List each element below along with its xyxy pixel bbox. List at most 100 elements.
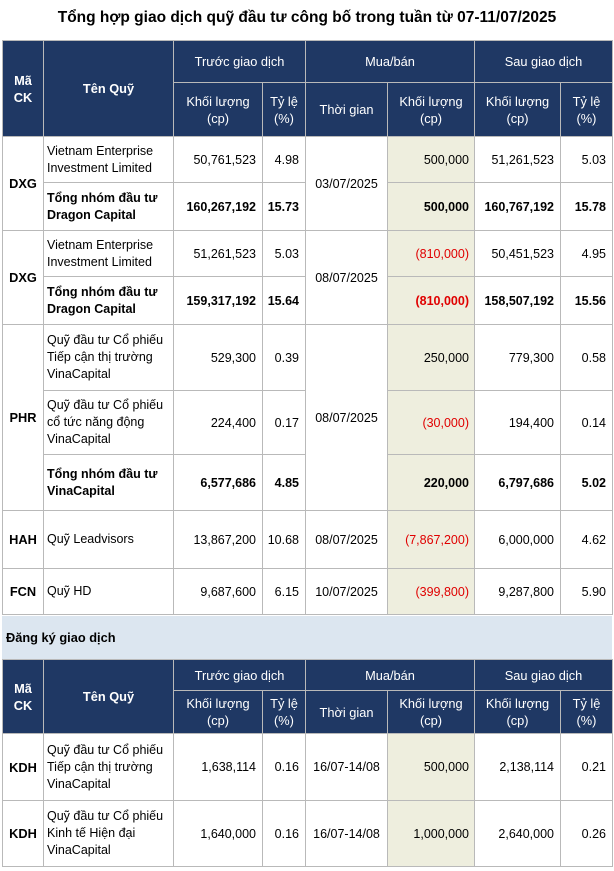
after-percent: 5.02 bbox=[560, 454, 613, 511]
header-khoi-luong: Khối lượng (cp) bbox=[173, 690, 263, 734]
header-thoi-gian: Thời gian bbox=[305, 82, 388, 137]
table-row: Tổng nhóm đầu tư VinaCapital 6,577,686 4… bbox=[3, 454, 613, 511]
header-ten-quy: Tên Quỹ bbox=[43, 659, 174, 734]
header-mua-ban: Mua/bán bbox=[305, 40, 475, 83]
after-percent: 5.90 bbox=[560, 568, 613, 615]
table-row: Quỹ đầu tư Cổ phiếu cổ tức năng động Vin… bbox=[3, 390, 613, 455]
trade-volume: (30,000) bbox=[387, 390, 475, 455]
trade-time: 16/07-14/08 bbox=[305, 800, 388, 867]
before-volume: 1,640,000 bbox=[173, 800, 263, 867]
after-volume: 2,138,114 bbox=[474, 733, 561, 801]
table-row: HAH Quỹ Leadvisors 13,867,200 10.68 08/0… bbox=[2, 510, 613, 569]
table-row: FCN Quỹ HD 9,687,600 6.15 10/07/2025 (39… bbox=[2, 568, 613, 615]
fund-name: Quỹ Leadvisors bbox=[43, 510, 174, 569]
before-percent: 6.15 bbox=[262, 568, 306, 615]
fund-name: Vietnam Enterprise Investment Limited bbox=[43, 136, 174, 183]
before-percent: 0.39 bbox=[262, 324, 306, 391]
fund-name: Tổng nhóm đầu tư Dragon Capital bbox=[43, 182, 174, 231]
table-row: Tổng nhóm đầu tư Dragon Capital 159,317,… bbox=[3, 276, 613, 325]
header-sau-giao-dich: Sau giao dịch bbox=[474, 40, 613, 83]
header-ty-le: Tỷ lệ (%) bbox=[262, 82, 306, 137]
trade-time: 08/07/2025 bbox=[305, 324, 388, 511]
stock-code: FCN bbox=[2, 568, 44, 615]
stock-code: DXG bbox=[2, 230, 44, 325]
header-mua-ban: Mua/bán bbox=[305, 659, 475, 691]
table-row: DXG Vietnam Enterprise Investment Limite… bbox=[2, 136, 613, 231]
stock-code: KDH bbox=[2, 800, 44, 867]
header-ten-quy: Tên Quỹ bbox=[43, 40, 174, 137]
stock-code: HAH bbox=[2, 510, 44, 569]
after-volume: 160,767,192 bbox=[474, 182, 561, 231]
header-truoc-giao-dich: Trước giao dịch bbox=[173, 40, 306, 83]
header-khoi-luong: Khối lượng (cp) bbox=[474, 690, 561, 734]
before-percent: 15.64 bbox=[262, 276, 306, 325]
table-row: KDH Quỹ đầu tư Cổ phiếu Kinh tế Hiện đại… bbox=[2, 800, 613, 867]
after-percent: 15.78 bbox=[560, 182, 613, 231]
trade-volume: 220,000 bbox=[387, 454, 475, 511]
fund-trades-table: Mã CK Tên Quỹ Trước giao dịch Mua/bán Sa… bbox=[2, 40, 613, 615]
stock-code: PHR bbox=[2, 324, 44, 511]
trade-time: 16/07-14/08 bbox=[305, 733, 388, 801]
after-volume: 9,287,800 bbox=[474, 568, 561, 615]
stock-code: KDH bbox=[2, 733, 44, 801]
after-percent: 4.62 bbox=[560, 510, 613, 569]
before-volume: 159,317,192 bbox=[173, 276, 263, 325]
header-ma-ck: Mã CK bbox=[2, 659, 44, 734]
trade-volume: (810,000) bbox=[387, 276, 475, 325]
header-khoi-luong: Khối lượng (cp) bbox=[173, 82, 263, 137]
after-volume: 6,797,686 bbox=[474, 454, 561, 511]
after-volume: 779,300 bbox=[474, 324, 561, 391]
after-percent: 4.95 bbox=[560, 230, 613, 277]
after-percent: 0.58 bbox=[560, 324, 613, 391]
before-volume: 9,687,600 bbox=[173, 568, 263, 615]
before-percent: 0.16 bbox=[262, 733, 306, 801]
header-ty-le: Tỷ lệ (%) bbox=[560, 690, 613, 734]
before-volume: 51,261,523 bbox=[173, 230, 263, 277]
before-volume: 1,638,114 bbox=[173, 733, 263, 801]
before-percent: 10.68 bbox=[262, 510, 306, 569]
header-thoi-gian: Thời gian bbox=[305, 690, 388, 734]
after-volume: 194,400 bbox=[474, 390, 561, 455]
section-registration-label: Đăng ký giao dịch bbox=[2, 616, 612, 659]
trade-volume: (7,867,200) bbox=[387, 510, 475, 569]
header-truoc-giao-dich: Trước giao dịch bbox=[173, 659, 306, 691]
stock-code: DXG bbox=[2, 136, 44, 231]
table-row: Tổng nhóm đầu tư Dragon Capital 160,267,… bbox=[3, 182, 613, 231]
header-sau-giao-dich: Sau giao dịch bbox=[474, 659, 613, 691]
trade-volume: (810,000) bbox=[387, 230, 475, 277]
trade-volume: 500,000 bbox=[387, 136, 475, 183]
trade-time: 08/07/2025 bbox=[305, 510, 388, 569]
after-volume: 50,451,523 bbox=[474, 230, 561, 277]
trade-time: 10/07/2025 bbox=[305, 568, 388, 615]
header-ty-le: Tỷ lệ (%) bbox=[262, 690, 306, 734]
before-percent: 4.85 bbox=[262, 454, 306, 511]
trade-volume: 1,000,000 bbox=[387, 800, 475, 867]
table-row: KDH Quỹ đầu tư Cổ phiếu Tiếp cận thị trư… bbox=[2, 733, 613, 801]
after-percent: 15.56 bbox=[560, 276, 613, 325]
table-row: DXG Vietnam Enterprise Investment Limite… bbox=[2, 230, 613, 325]
trade-volume: 250,000 bbox=[387, 324, 475, 391]
after-volume: 2,640,000 bbox=[474, 800, 561, 867]
before-percent: 0.17 bbox=[262, 390, 306, 455]
trade-volume: 500,000 bbox=[387, 182, 475, 231]
before-volume: 50,761,523 bbox=[173, 136, 263, 183]
after-percent: 0.21 bbox=[560, 733, 613, 801]
fund-name: Quỹ đầu tư Cổ phiếu Kinh tế Hiện đại Vin… bbox=[43, 800, 174, 867]
trade-volume: 500,000 bbox=[387, 733, 475, 801]
fund-name: Tổng nhóm đầu tư Dragon Capital bbox=[43, 276, 174, 325]
after-volume: 51,261,523 bbox=[474, 136, 561, 183]
header-ty-le: Tỷ lệ (%) bbox=[560, 82, 613, 137]
header-khoi-luong: Khối lượng (cp) bbox=[387, 690, 475, 734]
fund-name: Tổng nhóm đầu tư VinaCapital bbox=[43, 454, 174, 511]
before-percent: 0.16 bbox=[262, 800, 306, 867]
after-percent: 5.03 bbox=[560, 136, 613, 183]
before-volume: 13,867,200 bbox=[173, 510, 263, 569]
header-ma-ck: Mã CK bbox=[2, 40, 44, 137]
trade-volume: (399,800) bbox=[387, 568, 475, 615]
before-volume: 529,300 bbox=[173, 324, 263, 391]
before-percent: 4.98 bbox=[262, 136, 306, 183]
registration-table: Mã CK Tên Quỹ Trước giao dịch Mua/bán Sa… bbox=[2, 659, 613, 867]
header-khoi-luong: Khối lượng (cp) bbox=[474, 82, 561, 137]
trade-time: 03/07/2025 bbox=[305, 136, 388, 231]
table-row: PHR Quỹ đầu tư Cổ phiếu Tiếp cận thị trư… bbox=[2, 324, 613, 511]
